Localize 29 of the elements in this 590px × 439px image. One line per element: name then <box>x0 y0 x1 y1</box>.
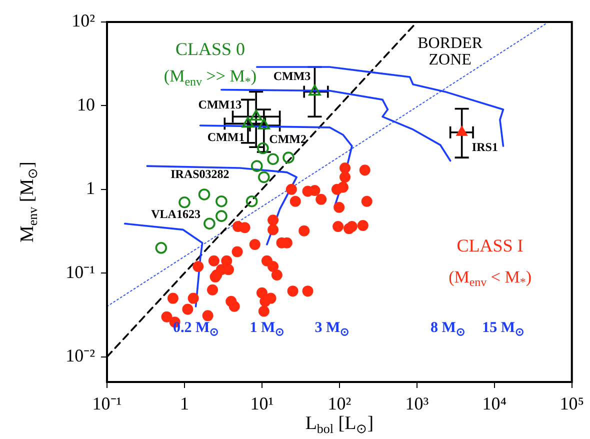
x-tick-label: 10⁵ <box>560 394 584 414</box>
x-tick-label: 10¹ <box>250 394 274 414</box>
annotation: CLASS I <box>456 236 524 256</box>
x-tick-label: 10³ <box>405 394 430 414</box>
annotation: ZONE <box>428 51 472 68</box>
x-tick-label: 10⁴ <box>482 394 507 414</box>
annotation: CLASS 0 <box>175 38 245 59</box>
annotation: VLA1623 <box>151 207 200 222</box>
y-tick-label: 10⁻² <box>66 346 95 366</box>
annotation: BORDER <box>418 35 483 52</box>
y-tick-label: 10⁻¹ <box>66 262 95 282</box>
annotation: CMM3 <box>273 69 311 84</box>
annotation: 1 M⊙ <box>250 320 284 338</box>
x-tick-label: 10⁻¹ <box>92 394 122 414</box>
y-axis-title: Menv [M⊙] <box>16 162 40 242</box>
annotation: IRS1 <box>472 140 498 154</box>
annotation: CMM2 <box>269 132 306 146</box>
annotation: 15 M⊙ <box>482 320 524 338</box>
annotation: CMM1 <box>207 130 245 144</box>
annotation: 3 M⊙ <box>314 320 350 338</box>
annotation: 8 M⊙ <box>430 320 465 338</box>
x-tick-label: 1 <box>180 394 189 414</box>
y-tick-label: 10 <box>77 94 95 114</box>
annotation: IRAS03282 <box>170 167 230 182</box>
x-tick-label: 10² <box>328 394 352 414</box>
annotation: 0.2 M⊙ <box>172 320 219 338</box>
y-tick-label: 10² <box>72 10 95 31</box>
y-tick-label: 1 <box>86 178 95 198</box>
annotation: CMM13 <box>198 97 242 112</box>
